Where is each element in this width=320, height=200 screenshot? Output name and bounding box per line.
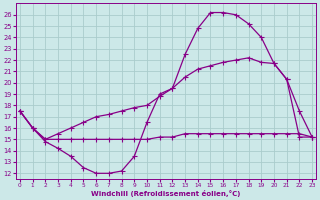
- X-axis label: Windchill (Refroidissement éolien,°C): Windchill (Refroidissement éolien,°C): [91, 190, 241, 197]
